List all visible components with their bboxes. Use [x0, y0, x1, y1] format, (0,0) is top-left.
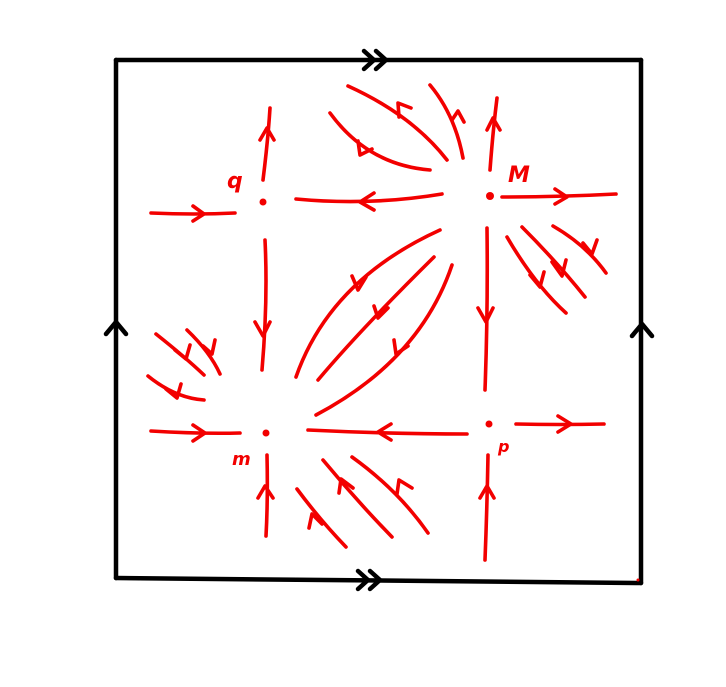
ellipse-inner-arrow-icon: [392, 338, 410, 356]
q-outgoing-down-arrow-icon: [253, 320, 272, 338]
arc-lower-1: [295, 487, 348, 549]
arc-left-3-arrow-icon: [201, 338, 217, 356]
m-outgoing-right-line: [500, 192, 618, 199]
p-outgoing-right-arrow-icon: [556, 414, 573, 434]
torus-frame: [103, 48, 655, 592]
p-to-m-arrow-icon: [376, 422, 393, 442]
corner-mark: [636, 578, 640, 582]
m-incoming-left-line: [149, 429, 242, 436]
m-outgoing-right-arrow-icon: [553, 187, 569, 206]
label-M: M: [508, 163, 530, 188]
point-labels: q M m p: [227, 163, 530, 470]
p-to-m-line: [306, 428, 469, 436]
arc-right-3-arrow-icon: [581, 238, 599, 256]
bottom-double-arrow-icon: [355, 568, 383, 592]
arc-upper-3: [428, 83, 465, 160]
arc-lower-1-arrow-icon: [307, 512, 324, 530]
m-outgoing-down-arrow-icon: [476, 306, 495, 324]
ellipse-outer-arrow-icon: [350, 274, 368, 292]
ellipse-middle-arrow-icon: [372, 304, 390, 320]
m-incoming-left-arrow-icon: [191, 423, 207, 443]
q-outgoing-down-line: [260, 238, 268, 372]
m-outgoing-up-arrow-icon: [485, 116, 502, 132]
arc-right-2: [520, 225, 587, 299]
m-to-q-line: [294, 192, 444, 204]
label-q: q: [227, 169, 243, 194]
flow-lines: [146, 83, 618, 562]
arc-lower-2-arrow-icon: [337, 477, 355, 495]
ellipse-inner: [314, 263, 454, 417]
p-outgoing-right-line: [514, 422, 606, 427]
arc-upper-2-arrow-icon: [396, 101, 413, 119]
arc-lower-3: [350, 455, 430, 535]
q-incoming-left-arrow-icon: [191, 204, 206, 223]
left-edge-arrow-icon: [103, 319, 129, 337]
critical-points: [259, 192, 494, 437]
point-q: [259, 198, 267, 206]
arc-lower-2: [321, 458, 394, 539]
ellipse-middle: [316, 255, 436, 382]
arc-upper-3-arrow-icon: [450, 109, 466, 124]
p-incoming-up-line: [483, 453, 490, 562]
q-incoming-left-line: [149, 211, 237, 216]
arc-upper-1: [328, 111, 432, 172]
right-edge-arrow-icon: [629, 321, 655, 339]
label-p: p: [497, 437, 509, 456]
arc-left-2-arrow-icon: [173, 343, 192, 361]
m-outgoing-up-line: [488, 96, 499, 172]
top-double-arrow-icon: [361, 48, 389, 72]
arc-left-1: [146, 374, 206, 402]
m-to-q-arrow-icon: [358, 191, 376, 212]
ellipse-outer: [294, 228, 442, 379]
arc-right-2-arrow-icon: [550, 258, 568, 278]
m-incoming-down-arrow-icon: [256, 484, 275, 500]
arc-right-1-arrow-icon: [528, 270, 546, 289]
arc-right-3: [551, 224, 608, 275]
label-m: m: [232, 449, 251, 470]
q-outgoing-up-arrow-icon: [258, 126, 276, 142]
point-p: [485, 420, 493, 428]
point-m: [262, 429, 270, 437]
m-outgoing-down-line: [483, 226, 490, 392]
arc-upper-1-arrow-icon: [356, 139, 374, 157]
arc-left-3: [185, 328, 222, 376]
m-incoming-down-line: [264, 453, 270, 538]
arc-left-1-arrow-icon: [164, 382, 183, 400]
arc-right-1: [505, 235, 568, 315]
arc-lower-3-arrow-icon: [395, 478, 414, 496]
point-M: [486, 192, 494, 200]
arc-upper-2: [346, 84, 449, 162]
p-incoming-up-arrow-icon: [478, 484, 496, 500]
q-outgoing-up-line: [261, 106, 272, 182]
